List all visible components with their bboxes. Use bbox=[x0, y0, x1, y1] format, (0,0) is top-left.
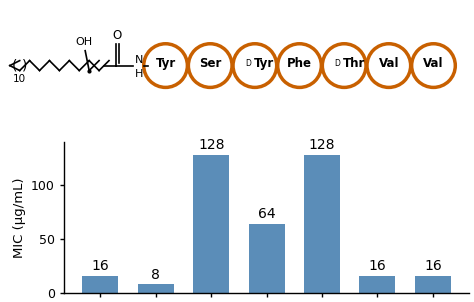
Text: 8: 8 bbox=[151, 268, 160, 281]
Text: Tyr: Tyr bbox=[155, 57, 176, 70]
Bar bbox=[415, 276, 451, 293]
Bar bbox=[304, 155, 340, 293]
Bar bbox=[82, 276, 118, 293]
Text: Phe: Phe bbox=[287, 57, 312, 70]
Text: OH: OH bbox=[76, 37, 93, 47]
Text: N: N bbox=[135, 55, 143, 65]
Text: H: H bbox=[135, 69, 143, 79]
Text: Tyr: Tyr bbox=[254, 57, 274, 70]
Bar bbox=[249, 224, 284, 293]
Text: 128: 128 bbox=[309, 138, 335, 152]
Bar bbox=[359, 276, 395, 293]
Text: D: D bbox=[245, 59, 251, 68]
Bar bbox=[138, 284, 174, 293]
Bar bbox=[193, 155, 229, 293]
Text: 10: 10 bbox=[13, 75, 26, 85]
Text: 64: 64 bbox=[258, 207, 275, 221]
Text: 16: 16 bbox=[369, 259, 386, 273]
Text: 128: 128 bbox=[198, 138, 225, 152]
Text: Thr: Thr bbox=[343, 57, 365, 70]
Text: O: O bbox=[112, 29, 121, 42]
Text: 16: 16 bbox=[424, 259, 442, 273]
Text: Val: Val bbox=[423, 57, 444, 70]
Y-axis label: MIC (μg/mL): MIC (μg/mL) bbox=[12, 177, 26, 258]
Text: Ser: Ser bbox=[199, 57, 221, 70]
Text: (: ( bbox=[12, 59, 18, 72]
Text: D: D bbox=[334, 59, 340, 68]
Text: Val: Val bbox=[379, 57, 399, 70]
Text: ): ) bbox=[22, 59, 27, 72]
Text: 16: 16 bbox=[91, 259, 109, 273]
